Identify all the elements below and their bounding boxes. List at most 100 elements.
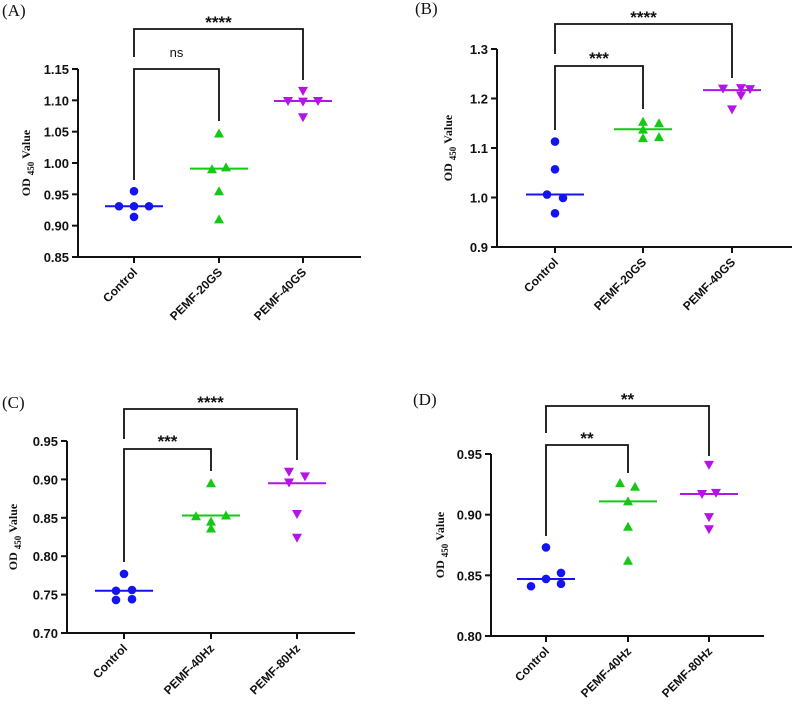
- x-tick-label: PEMF-80Hz: [247, 641, 303, 697]
- data-point: [206, 523, 216, 533]
- data-point: [214, 214, 224, 224]
- panel-a: (A) 0.85 0.90 0.95 1.00 1.05 1.10 1.15 OD 450 Valu…: [2, 1, 361, 323]
- y-axis-label: OD 450 Value: [19, 129, 36, 196]
- data-point: [313, 96, 323, 106]
- data-point: [298, 97, 308, 107]
- y-axis-label: OD 450 Value: [433, 511, 450, 578]
- data-point: [704, 460, 714, 470]
- panel-label: (D): [413, 390, 437, 409]
- y-axis-label: OD 450 Value: [441, 114, 458, 181]
- y-tick-label: 1.05: [44, 125, 69, 140]
- y-axis-label-rest: Value: [6, 503, 20, 533]
- data-point: [550, 164, 560, 174]
- significance-bracket: [123, 408, 298, 460]
- y-axis-label-subscript: 450: [448, 146, 458, 160]
- y-axis-label-main: OD: [6, 552, 20, 570]
- data-point: [654, 132, 664, 142]
- significance-bracket: [133, 28, 304, 80]
- data-point: [711, 488, 721, 498]
- data-point: [191, 511, 201, 521]
- data-point: [221, 510, 231, 520]
- y-tick-label: 1.0: [470, 191, 488, 206]
- y-tick-label: 0.90: [44, 219, 69, 234]
- panel-label: (A): [2, 1, 26, 20]
- x-tick-label: PEMF-40GS: [251, 265, 309, 323]
- data-point: [292, 533, 302, 543]
- x-tick-label: PEMF-20GS: [167, 265, 225, 323]
- significance-label: **: [621, 390, 635, 409]
- y-axis-label-main: OD: [19, 178, 33, 196]
- significance-label: ****: [630, 8, 657, 27]
- significance-bracket: [554, 23, 733, 78]
- data-point: [745, 85, 755, 95]
- data-point: [292, 509, 302, 519]
- panel-b: (B) 0.9 1.0 1.1 1.2 1.3 OD 450 Value Control PEMF-…: [415, 0, 792, 313]
- data-point: [144, 201, 154, 211]
- y-tick-label: 0.75: [33, 588, 58, 603]
- data-point: [214, 186, 224, 196]
- data-point: [214, 128, 224, 138]
- y-tick-label: 1.15: [44, 62, 69, 77]
- y-tick-label: 0.95: [457, 447, 482, 462]
- data-point: [638, 116, 648, 126]
- x-tick-label: PEMF-40GS: [680, 255, 738, 313]
- significance-label: ***: [589, 49, 609, 68]
- data-point: [206, 478, 216, 488]
- y-tick-label: 0.95: [33, 434, 58, 449]
- y-tick-label: 1.1: [470, 141, 488, 156]
- data-point: [558, 193, 568, 203]
- x-tick-label: Control: [512, 644, 552, 684]
- significance-bracket: [133, 68, 220, 180]
- data-point: [111, 595, 121, 605]
- y-tick-label: 1.2: [470, 92, 488, 107]
- significance-label: ****: [205, 13, 232, 32]
- data-point: [284, 467, 294, 477]
- significance-bracket: [545, 444, 629, 536]
- x-tick-label: PEMF-40Hz: [161, 641, 217, 697]
- y-tick-label: 0.9: [470, 240, 488, 255]
- data-point: [615, 478, 625, 488]
- data-point: [541, 574, 551, 584]
- y-tick-label: 1.10: [44, 93, 69, 108]
- y-axis-label-subscript: 450: [26, 161, 36, 175]
- y-axis-label-main: OD: [433, 560, 447, 578]
- data-point: [284, 478, 294, 488]
- panel-d: (D) 0.80 0.85 0.90 0.95 OD 450 Value Control PEMF…: [413, 390, 764, 700]
- data-point: [654, 118, 664, 128]
- significance-label: **: [580, 429, 594, 448]
- y-tick-label: 0.80: [33, 549, 58, 564]
- data-point: [221, 162, 231, 172]
- data-point: [623, 496, 633, 506]
- significance-bracket: [123, 448, 212, 562]
- data-point: [550, 209, 560, 218]
- y-tick-label: 0.95: [44, 187, 69, 202]
- data-point: [127, 585, 137, 595]
- y-tick-label: 0.90: [457, 508, 482, 523]
- data-point: [526, 581, 536, 591]
- data-point: [298, 86, 308, 96]
- data-point: [704, 513, 714, 523]
- x-tick-label: Control: [90, 641, 130, 681]
- data-point: [727, 105, 737, 115]
- data-point: [630, 481, 640, 491]
- data-point: [114, 201, 124, 211]
- data-point: [129, 186, 139, 196]
- significance-label: ns: [170, 45, 184, 60]
- data-point: [206, 516, 216, 526]
- y-tick-label: 1.3: [470, 42, 488, 57]
- x-tick-label: PEMF-20GS: [591, 255, 649, 313]
- x-tick-label: PEMF-40Hz: [578, 644, 634, 700]
- significance-label: ****: [197, 393, 224, 412]
- data-point: [541, 543, 551, 552]
- y-axis-label-rest: Value: [433, 511, 447, 541]
- panel-label: (C): [2, 393, 25, 412]
- data-point: [623, 555, 633, 565]
- data-point: [556, 579, 566, 589]
- data-point: [556, 568, 566, 578]
- y-axis-label-subscript: 450: [13, 535, 23, 549]
- panel-label: (B): [415, 0, 438, 18]
- y-axis-label-rest: Value: [441, 114, 455, 144]
- data-point: [550, 137, 560, 146]
- data-point: [129, 201, 139, 211]
- data-point: [127, 594, 137, 604]
